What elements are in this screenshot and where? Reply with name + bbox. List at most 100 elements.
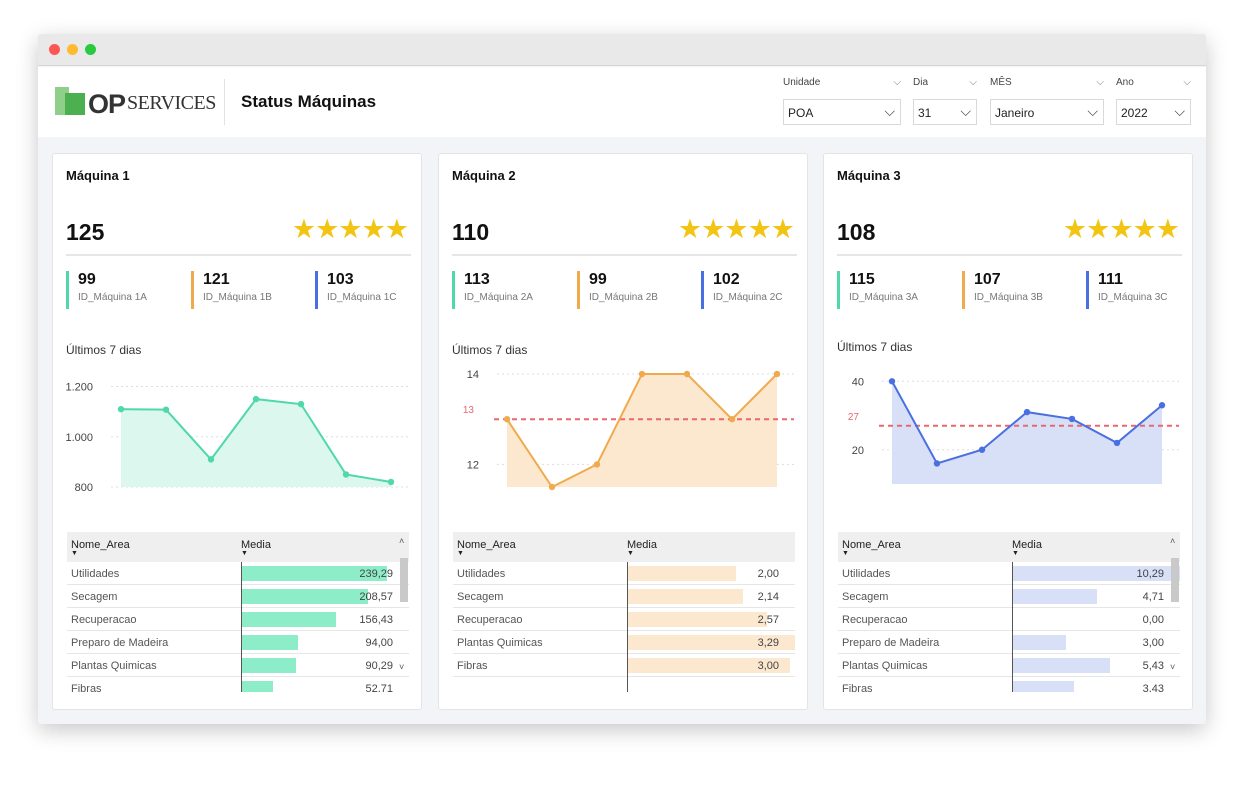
data-point[interactable] [162,406,170,413]
column-header-media[interactable]: Media [241,539,271,551]
column-header-nome-area[interactable]: Nome_Area [457,539,516,551]
data-point[interactable] [548,483,556,491]
data-point[interactable] [1158,402,1166,409]
filter-mes-select[interactable]: Janeiro ⌵ [990,99,1104,125]
minimize-window-button[interactable] [67,44,78,55]
filter-ano-select[interactable]: 2022 ⌵ [1116,99,1191,125]
star-icon: ★ [1062,214,1087,244]
data-point[interactable] [773,370,781,378]
data-point[interactable] [638,370,646,378]
table-row[interactable]: Plantas Quimicas 5,43 [838,654,1180,677]
table-row[interactable]: Utilidades 10,29 [838,562,1180,585]
table-row[interactable]: Secagem 4,71 [838,585,1180,608]
scroll-up-icon[interactable]: ˄ [399,536,405,546]
data-point[interactable] [978,446,986,453]
chevron-down-icon: ⌵ [960,103,971,119]
card-divider [452,254,797,256]
table-row[interactable]: Plantas Quimicas 3,29 [453,631,795,654]
maximize-window-button[interactable] [85,44,96,55]
row-media-value: 5,43 [1142,660,1164,672]
table-row[interactable]: Preparo de Madeira 94,00 [67,631,409,654]
data-point[interactable] [728,416,736,423]
star-icon: ★ [1086,214,1110,244]
table-row[interactable]: Fibras 3,43 [838,677,1180,692]
data-point[interactable] [593,461,601,468]
filter-unidade: Unidade ⌵ POA ⌵ [783,77,901,125]
filter-dia-select[interactable]: 31 ⌵ [913,99,977,125]
star-icon: ★ [770,214,795,244]
data-point[interactable] [1113,439,1121,447]
target-label: 27 [848,412,860,423]
chevron-down-icon[interactable]: ⌵ [893,77,901,88]
kpi-label: ID_Máquina 1C [327,292,397,303]
row-area-name: Fibras [71,683,102,692]
kpi-item: 99 ID_Máquina 1A [66,271,147,309]
table-row[interactable]: Preparo de Madeira 3,00 [838,631,1180,654]
scroll-down-icon[interactable]: ˅ [399,662,405,672]
row-media-bar [241,658,297,673]
kpi-item: 111 ID_Máquina 3C [1086,271,1167,309]
scrollbar-thumb[interactable] [1171,558,1179,602]
data-point[interactable] [387,478,395,486]
data-point[interactable] [252,395,260,403]
kpi-color-bar [701,271,704,309]
data-point[interactable] [297,400,305,408]
kpi-item: 102 ID_Máquina 2C [701,271,782,309]
kpi-label: ID_Máquina 1A [78,292,147,303]
table-row[interactable]: Recuperacao 2,57 [453,608,795,631]
column-header-media[interactable]: Media [627,539,657,551]
table-row[interactable]: Plantas Quimicas 90,29 [67,654,409,677]
kpi-item: 103 ID_Máquina 1C [315,271,396,309]
filter-unidade-select[interactable]: POA ⌵ [783,99,901,125]
y-tick-label: 12 [467,459,479,471]
sort-icon: ▼ [627,550,634,557]
kpi-label: ID_Máquina 3A [849,292,918,303]
row-area-name: Fibras [842,683,873,692]
data-point[interactable] [503,416,511,423]
data-point[interactable] [207,456,215,463]
column-header-nome-area[interactable]: Nome_Area [842,539,901,551]
row-area-name: Utilidades [842,568,891,580]
chevron-down-icon[interactable]: ⌵ [969,77,977,88]
table-row[interactable]: Fibras 52,71 [67,677,409,692]
bar-axis-line [241,562,242,692]
bar-axis-line [1012,562,1013,692]
table-row[interactable]: Utilidades 239,29 [67,562,409,585]
data-point[interactable] [888,378,896,385]
data-point[interactable] [117,405,125,413]
row-media-value: 4,71 [1142,591,1164,603]
table-row[interactable]: Recuperacao 0,00 [838,608,1180,631]
table-row[interactable]: Recuperacao 156,43 [67,608,409,631]
chevron-down-icon[interactable]: ⌵ [1183,77,1191,88]
y-tick-label: 1.000 [65,432,93,444]
sort-icon: ▼ [842,550,849,557]
table-row[interactable]: Secagem 208,57 [67,585,409,608]
row-area-name: Preparo de Madeira [842,637,940,649]
scrollbar-thumb[interactable] [400,558,408,602]
data-point[interactable] [1023,408,1031,416]
row-media-bar [241,589,369,604]
data-point[interactable] [1068,415,1076,423]
scroll-down-icon[interactable]: ˅ [1170,662,1176,672]
row-area-name: Recuperacao [457,614,523,626]
data-point[interactable] [342,471,350,478]
table-scrollbar[interactable]: ˄ ˅ [399,532,409,692]
page-title: Status Máquinas [241,92,377,111]
data-point[interactable] [683,370,691,378]
close-window-button[interactable] [49,44,60,55]
table-row[interactable]: Fibras 3,00 [453,654,795,677]
column-header-media[interactable]: Media [1012,539,1042,551]
scroll-up-icon[interactable]: ˄ [1170,536,1176,546]
table-scrollbar[interactable]: ˄ ˅ [1170,532,1180,692]
table-row[interactable]: Secagem 2,14 [453,585,795,608]
data-point[interactable] [933,460,941,467]
table-row[interactable]: Utilidades 2,00 [453,562,795,585]
row-media-bar [627,658,791,673]
column-header-nome-area[interactable]: Nome_Area [71,539,130,551]
row-media-bar [627,589,744,604]
kpi-item: 115 ID_Máquina 3A [837,271,918,309]
kpi-color-bar [577,271,580,309]
chevron-down-icon[interactable]: ⌵ [1096,77,1104,88]
star-icon: ★ [1155,214,1180,244]
kpi-label: ID_Máquina 3B [974,292,1043,303]
